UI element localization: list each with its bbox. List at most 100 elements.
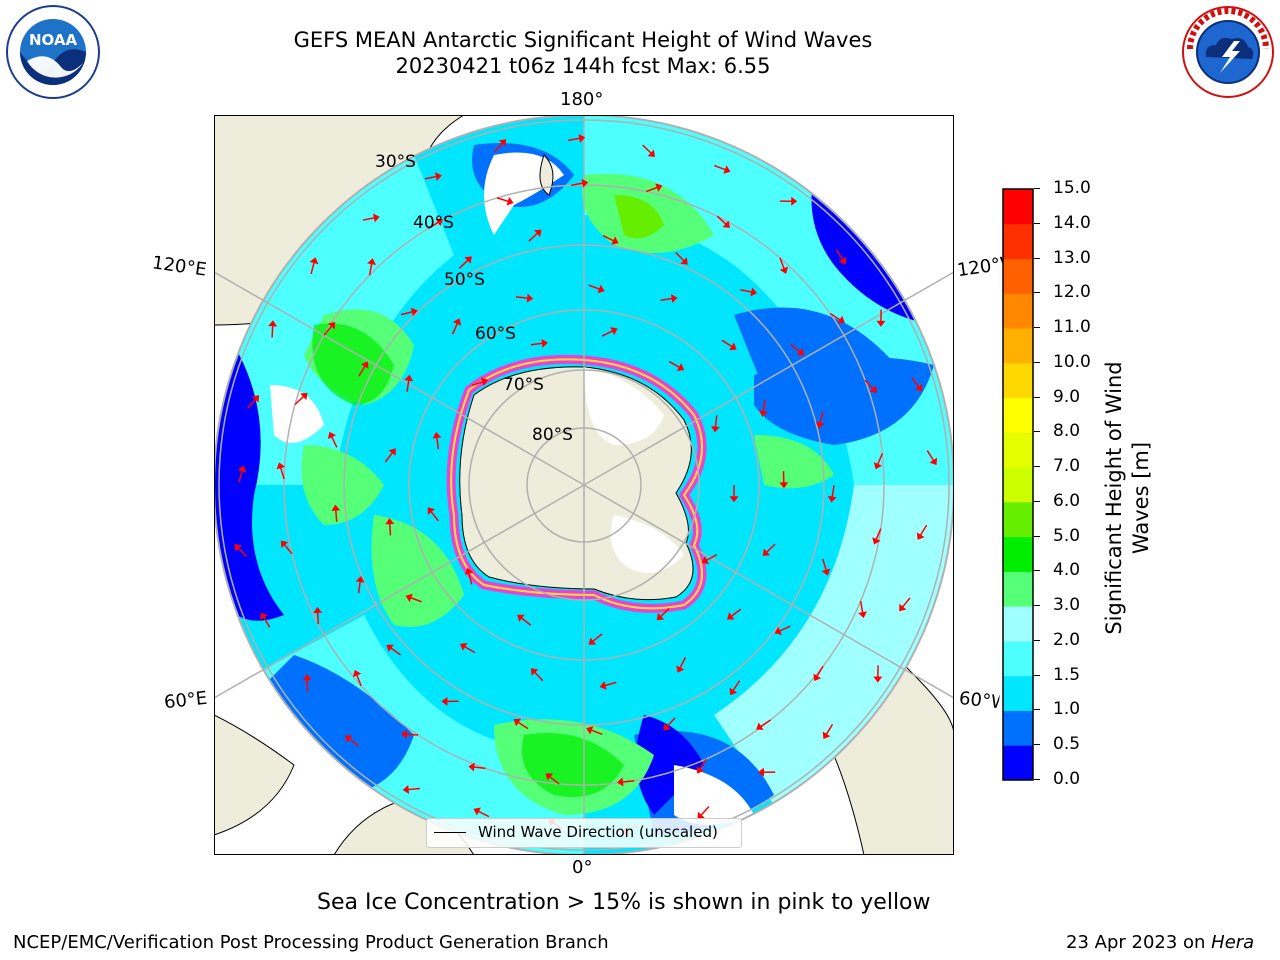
wave-direction-arrow	[740, 289, 753, 293]
wave-direction-arrowhead	[404, 374, 414, 382]
wave-direction-arrowhead	[506, 196, 514, 206]
wave-direction-arrowhead	[762, 548, 771, 557]
colorbar-tick-mark	[1034, 500, 1040, 502]
wave-direction-arrowhead	[838, 256, 847, 265]
wave-direction-arrowhead	[276, 462, 286, 470]
wave-direction-arrow	[601, 330, 614, 337]
wave-direction-arrow	[294, 395, 305, 406]
wave-direction-arrowhead	[526, 293, 534, 303]
wave-direction-arrow	[675, 251, 685, 262]
chart-title: GEFS MEAN Antarctic Significant Height o…	[293, 28, 873, 52]
colorbar-tick-mark	[1034, 639, 1040, 641]
colorbar-title-line1: Significant Height of Wind	[1102, 361, 1126, 635]
wave-direction-arrowhead	[655, 183, 663, 192]
colorbar-tick-mark	[1034, 535, 1040, 537]
wave-direction-arrow	[451, 322, 459, 335]
colorbar-cell	[1003, 328, 1033, 364]
wave-direction-arrowhead	[929, 457, 938, 466]
wave-direction-arrowhead	[611, 236, 619, 245]
wave-direction-arrowhead	[617, 777, 624, 787]
wave-direction-arrow	[716, 215, 727, 225]
footer-branch: NCEP/EMC/Verification Post Processing Pr…	[13, 932, 609, 953]
wave-direction-arrowhead	[327, 321, 336, 330]
wave-direction-arrowhead	[597, 284, 605, 294]
wave-direction-arrowhead	[452, 318, 462, 326]
wave-direction-arrow	[911, 377, 920, 388]
lon-label-60e: 60°E	[163, 687, 209, 714]
wave-direction-arrow	[238, 470, 243, 483]
wave-direction-arrowhead	[400, 729, 408, 739]
national-weather-service-logo	[1182, 6, 1274, 98]
wave-direction-arrowhead	[722, 220, 730, 228]
wave-direction-arrowhead	[872, 537, 881, 545]
wave-direction-arrowhead	[578, 133, 586, 143]
colorbar-cell	[1003, 571, 1033, 607]
colorbar-tick-mark	[1034, 744, 1040, 746]
wave-direction-arrow	[406, 379, 410, 392]
colorbar-tick-label: 0.0	[1053, 769, 1081, 789]
wave-direction-arrow	[528, 232, 539, 242]
wave-direction-arrow	[316, 612, 319, 625]
wave-direction-arrow	[400, 311, 413, 316]
wave-direction-arrow	[356, 674, 362, 687]
wave-direction-arrow	[825, 723, 834, 735]
wave-direction-arrow	[901, 597, 911, 608]
wave-direction-arrowhead	[796, 348, 805, 356]
wave-direction-arrow	[407, 787, 420, 791]
wave-direction-arrow	[515, 296, 529, 299]
wave-direction-arrowhead	[656, 612, 665, 621]
colorbar-tick-label: 0.5	[1053, 734, 1081, 755]
wave-direction-arrowhead	[260, 612, 268, 620]
wave-direction-arrow	[859, 600, 864, 614]
lat-label-80s: 80°S	[532, 425, 573, 445]
colorbar-cell	[1003, 640, 1033, 677]
wave-direction-arrowhead	[756, 722, 764, 730]
colorbar-cell	[1003, 432, 1033, 468]
wave-direction-arrowhead	[610, 327, 618, 336]
sea-ice-edge-inner	[450, 358, 703, 610]
wave-direction-arrowhead	[815, 421, 825, 429]
wave-direction-arrow	[533, 671, 544, 682]
colorbar-cell	[1003, 606, 1033, 642]
wave-direction-arrowhead	[774, 626, 782, 635]
wave-direction-arrowhead	[300, 392, 308, 401]
colorbar-tick-label: 5.0	[1053, 525, 1081, 546]
wave-direction-arrow	[436, 437, 440, 450]
wave-direction-arrow	[875, 528, 882, 540]
ocean-disc	[214, 115, 954, 855]
wave-direction-arrow	[714, 415, 718, 428]
wave-direction-arrow	[668, 360, 681, 369]
wave-direction-arrow	[659, 607, 670, 618]
colorbar-tick-label: 3.0	[1053, 595, 1081, 616]
colorbar-tick-label: 1.5	[1053, 664, 1081, 685]
wave-direction-arrowhead	[280, 540, 289, 548]
legend-line-icon	[434, 832, 466, 833]
wave-direction-arrowhead	[251, 395, 260, 403]
colorbar-tick-label: 7.0	[1053, 456, 1081, 477]
wave-direction-arrow	[864, 379, 874, 390]
colorbar-cell	[1003, 675, 1033, 711]
colorbar-tick-mark	[1034, 709, 1040, 711]
wave-direction-arrowhead	[680, 257, 688, 265]
wave-direction-arrowhead	[309, 257, 319, 265]
wave-direction-arrowhead	[873, 676, 883, 683]
wave-direction-arrow	[779, 257, 785, 270]
wave-direction-arrow	[477, 810, 490, 818]
wave-direction-arrowhead	[405, 593, 413, 603]
wave-direction-arrowhead	[385, 518, 395, 525]
wave-direction-arrowhead	[541, 338, 548, 348]
wave-direction-arrowhead	[464, 567, 474, 575]
wave-direction-arrowhead	[331, 504, 341, 512]
wave-direction-arrowhead	[758, 410, 768, 418]
noaa-logo: NOAA	[6, 5, 100, 99]
lon-label-120e: 120°E	[150, 252, 208, 281]
chart-subtitle: 20230421 t06z 144h fcst Max: 6.55	[395, 54, 771, 78]
wave-direction-arrowhead	[237, 465, 247, 473]
wave-direction-arrow	[705, 554, 718, 562]
wave-direction-arrow	[831, 485, 835, 498]
lat-label-50s: 50°S	[444, 270, 485, 290]
wave-direction-arrowhead	[750, 287, 758, 297]
wave-direction-arrow	[271, 325, 274, 338]
colorbar-tick-mark	[1034, 605, 1040, 607]
wave-direction-arrowhead	[914, 383, 923, 392]
